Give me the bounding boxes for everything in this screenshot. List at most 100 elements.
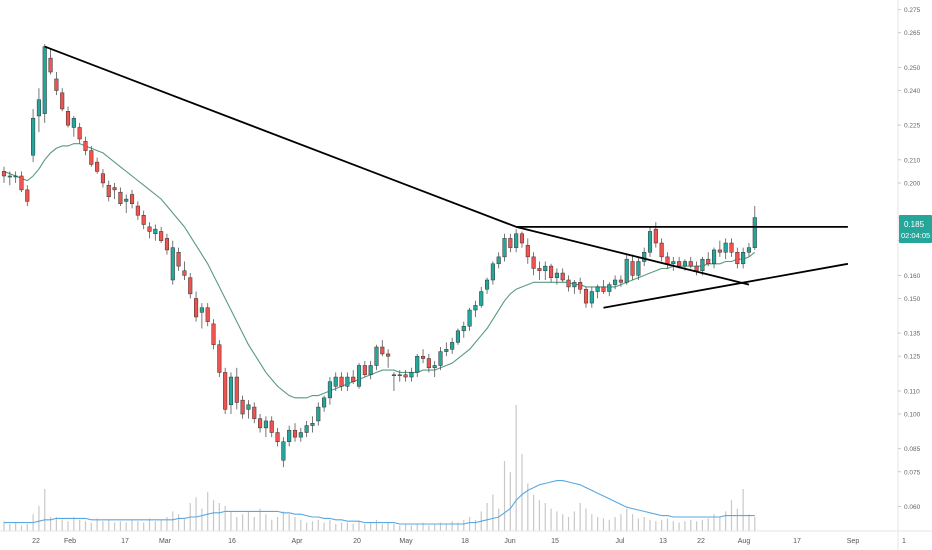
- volume-bar: [515, 405, 517, 531]
- x-tick-label: Aug: [738, 538, 751, 545]
- candle-body: [653, 228, 658, 244]
- candle: [415, 353, 420, 378]
- candle-body: [316, 406, 321, 422]
- volume-bar: [602, 518, 605, 531]
- candle: [461, 321, 466, 338]
- candle-body: [607, 284, 612, 292]
- candle: [60, 88, 65, 112]
- y-tick-label: 0.110: [904, 388, 920, 395]
- volume-bar: [492, 494, 494, 531]
- candle-body: [182, 270, 187, 276]
- x-tick-label: 22: [697, 538, 705, 545]
- candle-body: [647, 231, 653, 253]
- volume-bar: [55, 517, 57, 531]
- candle-body: [560, 272, 565, 281]
- candle: [322, 395, 327, 412]
- volume-bar: [754, 517, 756, 531]
- candle-body: [135, 205, 140, 216]
- candle-body: [572, 282, 577, 288]
- volume-bar: [166, 517, 168, 531]
- candle-body: [351, 376, 356, 382]
- candle-body: [252, 406, 257, 419]
- volume-bar: [3, 521, 5, 531]
- candle-body: [234, 376, 239, 403]
- candle-body: [496, 256, 501, 265]
- volume-bar: [591, 514, 593, 531]
- candle: [252, 402, 257, 424]
- candle-body: [374, 346, 379, 366]
- candle-body: [752, 217, 757, 248]
- candle-body: [71, 117, 76, 128]
- volume-bar: [247, 511, 250, 531]
- candle: [77, 122, 82, 144]
- volume-bar: [410, 525, 412, 531]
- x-tick-label: 15: [551, 538, 559, 545]
- volume-bar: [399, 525, 401, 531]
- volume-bar: [521, 454, 523, 531]
- candle-body: [519, 233, 525, 244]
- candle-body: [228, 376, 234, 406]
- candle: [188, 273, 193, 299]
- volume-bar: [178, 514, 180, 531]
- volume-bar: [300, 519, 302, 531]
- volume-bar: [358, 521, 360, 531]
- trendline[interactable]: [515, 225, 750, 286]
- candle: [618, 275, 623, 287]
- volume-bar: [253, 517, 255, 531]
- candle-body: [706, 258, 711, 265]
- candle: [147, 222, 152, 239]
- candle-body: [630, 261, 635, 276]
- candle: [607, 282, 612, 297]
- volume-bar: [387, 522, 389, 531]
- candle: [589, 286, 594, 308]
- candle-body: [129, 194, 135, 204]
- candle-body: [141, 215, 146, 225]
- trendlines[interactable]: [44, 45, 849, 309]
- volume-bar: [748, 514, 750, 531]
- candle: [205, 303, 210, 327]
- candle-body: [386, 353, 391, 357]
- candle: [100, 169, 105, 188]
- candle: [531, 252, 536, 276]
- volume-bar: [271, 519, 273, 531]
- candle-body: [700, 258, 705, 271]
- candle-body: [717, 249, 722, 253]
- candle: [659, 238, 664, 262]
- x-tick-label: Sep: [847, 538, 860, 545]
- volume-bar: [44, 489, 46, 531]
- volume-bar: [259, 508, 261, 531]
- volume-bar: [701, 519, 703, 531]
- candle: [135, 201, 140, 220]
- candle-body: [211, 323, 216, 345]
- candle: [630, 254, 635, 280]
- candle: [601, 279, 606, 294]
- candle: [194, 291, 199, 322]
- volume-bar: [655, 521, 657, 531]
- candle-body: [403, 374, 408, 378]
- candle: [316, 402, 321, 426]
- candle: [543, 261, 548, 280]
- volume-bar: [527, 483, 529, 531]
- candle-body: [7, 175, 12, 178]
- candle: [31, 108, 36, 163]
- candle: [397, 370, 402, 382]
- candle: [717, 240, 722, 257]
- trendline[interactable]: [603, 262, 849, 309]
- candle-body: [420, 355, 426, 359]
- time-axis[interactable]: 22 Feb 17 Mar 16 Apr 20 May 18 Jun 15 Jul 13 22 Aug 17 S…: [32, 538, 906, 545]
- candle: [176, 247, 181, 271]
- candle-body: [694, 265, 699, 271]
- volume-bar: [742, 489, 744, 531]
- trendline[interactable]: [44, 45, 517, 228]
- volume-bar: [381, 524, 383, 531]
- volume-bar: [154, 521, 156, 531]
- candle-body: [642, 252, 647, 262]
- candle-body: [525, 245, 530, 258]
- candle: [170, 240, 175, 285]
- candle-body: [106, 184, 111, 198]
- candle: [141, 210, 146, 230]
- y-tick-label: 0.200: [904, 180, 921, 187]
- candle-body: [601, 286, 606, 292]
- volume-bar: [585, 508, 587, 531]
